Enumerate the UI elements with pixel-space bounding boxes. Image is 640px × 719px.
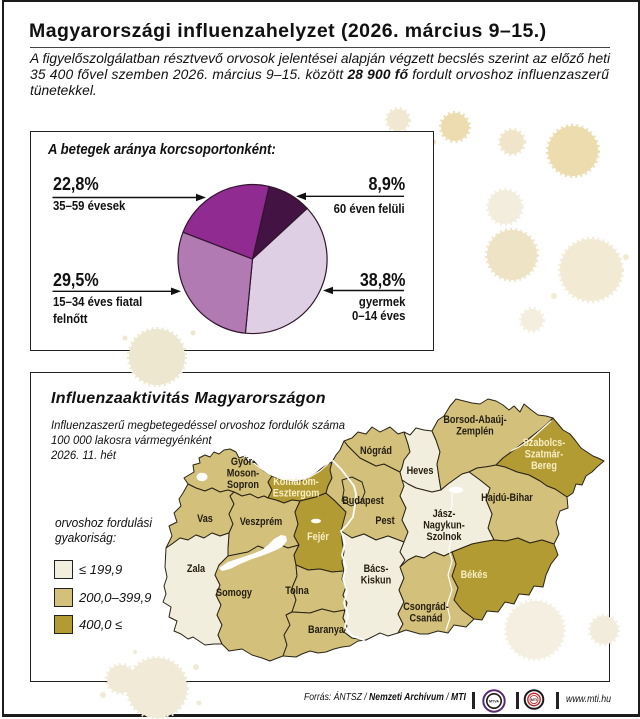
svg-text:Szabolcs-: Szabolcs- bbox=[523, 437, 566, 449]
svg-text:Csongrád-: Csongrád- bbox=[403, 601, 449, 613]
svg-text:Kiskun: Kiskun bbox=[361, 575, 391, 587]
svg-text:Budapest: Budapest bbox=[342, 495, 384, 507]
svg-text:Borsod-Abaúj-: Borsod-Abaúj- bbox=[443, 414, 506, 426]
svg-text:Heves: Heves bbox=[407, 465, 434, 477]
svg-text:Zemplén: Zemplén bbox=[456, 426, 493, 438]
svg-text:Veszprém: Veszprém bbox=[240, 516, 283, 528]
svg-text:Bereg: Bereg bbox=[531, 460, 557, 472]
svg-text:Csanád: Csanád bbox=[410, 613, 443, 625]
svg-text:Győr-: Győr- bbox=[231, 456, 255, 468]
svg-text:Sopron: Sopron bbox=[227, 479, 259, 491]
svg-text:Hajdú-Bihar: Hajdú-Bihar bbox=[481, 492, 533, 504]
svg-text:Baranya: Baranya bbox=[308, 624, 344, 636]
svg-text:Zala: Zala bbox=[187, 563, 206, 575]
svg-text:Esztergom: Esztergom bbox=[273, 488, 320, 500]
svg-text:Somogy: Somogy bbox=[216, 587, 252, 599]
svg-text:Komárom-: Komárom- bbox=[273, 476, 319, 488]
svg-text:Vas: Vas bbox=[197, 513, 213, 525]
svg-text:Pest: Pest bbox=[375, 515, 395, 527]
svg-text:Szolnok: Szolnok bbox=[427, 531, 462, 543]
svg-text:Nagykun-: Nagykun- bbox=[423, 520, 465, 532]
svg-text:Bács-: Bács- bbox=[364, 563, 389, 575]
svg-text:Fejér: Fejér bbox=[307, 531, 329, 543]
svg-text:Nógrád: Nógrád bbox=[360, 445, 392, 457]
svg-text:Jász-: Jász- bbox=[433, 508, 456, 520]
svg-text:Békés: Békés bbox=[461, 569, 488, 581]
svg-text:Szatmár-: Szatmár- bbox=[525, 449, 564, 461]
svg-text:Tolna: Tolna bbox=[285, 585, 309, 597]
svg-text:Moson-: Moson- bbox=[227, 468, 259, 480]
svg-text:MTI: MTI bbox=[531, 698, 537, 702]
svg-text:MTVA: MTVA bbox=[489, 699, 499, 703]
